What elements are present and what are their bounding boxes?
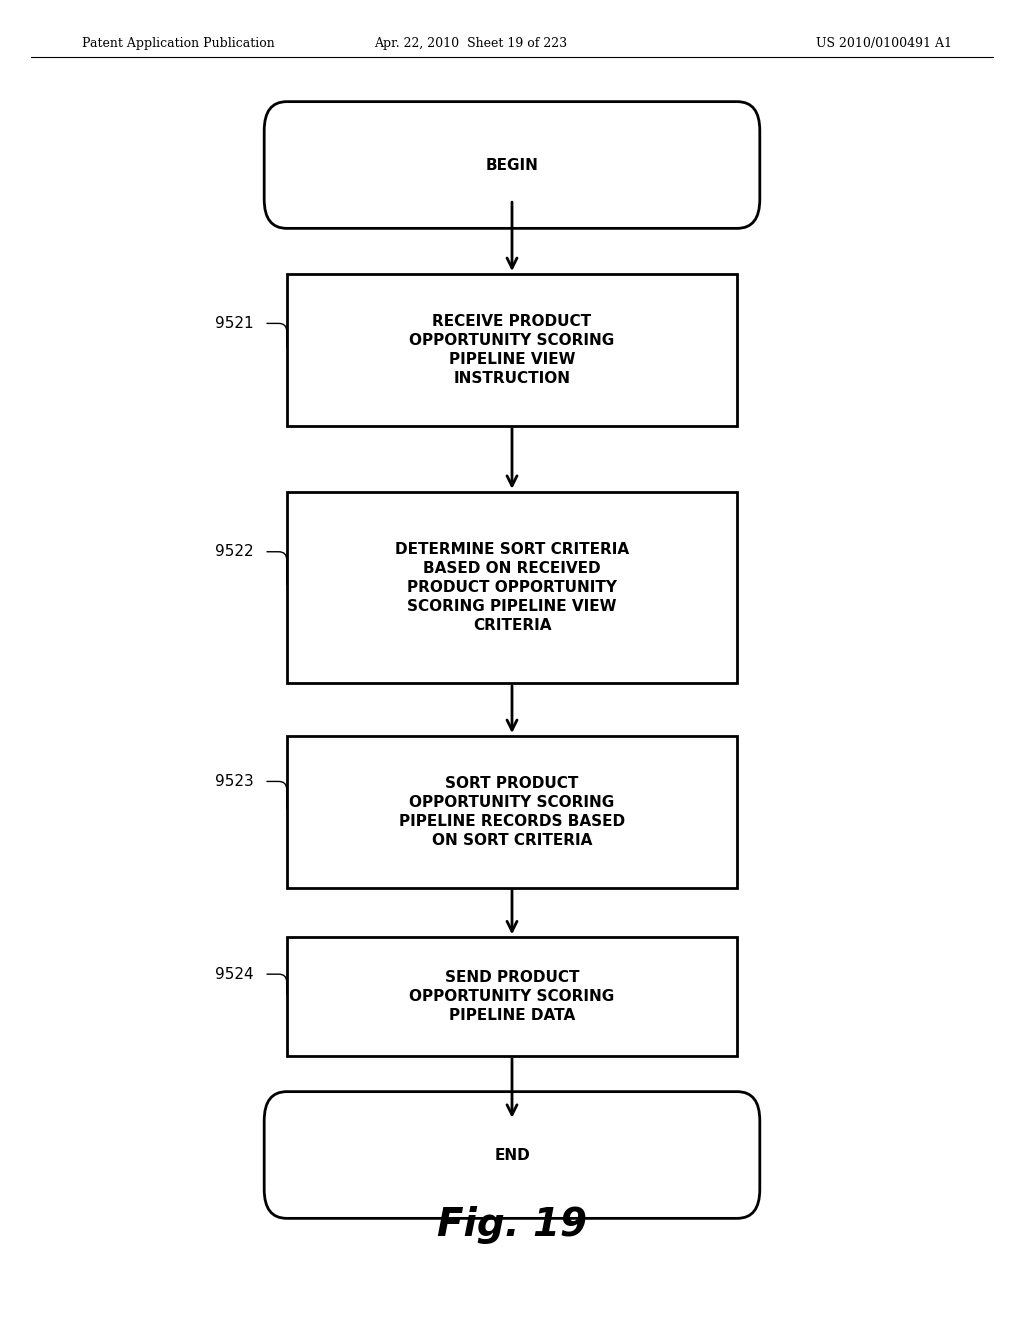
Text: END: END bbox=[495, 1147, 529, 1163]
FancyBboxPatch shape bbox=[264, 1092, 760, 1218]
FancyBboxPatch shape bbox=[287, 937, 737, 1056]
FancyBboxPatch shape bbox=[264, 102, 760, 228]
Text: 9522: 9522 bbox=[215, 544, 254, 560]
Text: SORT PRODUCT
OPPORTUNITY SCORING
PIPELINE RECORDS BASED
ON SORT CRITERIA: SORT PRODUCT OPPORTUNITY SCORING PIPELIN… bbox=[399, 776, 625, 849]
Text: 9524: 9524 bbox=[215, 966, 254, 982]
Text: 9523: 9523 bbox=[215, 774, 254, 789]
FancyBboxPatch shape bbox=[287, 737, 737, 887]
Text: Fig. 19: Fig. 19 bbox=[437, 1206, 587, 1243]
Text: Apr. 22, 2010  Sheet 19 of 223: Apr. 22, 2010 Sheet 19 of 223 bbox=[375, 37, 567, 50]
Text: 9521: 9521 bbox=[215, 315, 254, 331]
Text: US 2010/0100491 A1: US 2010/0100491 A1 bbox=[816, 37, 952, 50]
FancyBboxPatch shape bbox=[287, 491, 737, 682]
Text: SEND PRODUCT
OPPORTUNITY SCORING
PIPELINE DATA: SEND PRODUCT OPPORTUNITY SCORING PIPELIN… bbox=[410, 970, 614, 1023]
Text: RECEIVE PRODUCT
OPPORTUNITY SCORING
PIPELINE VIEW
INSTRUCTION: RECEIVE PRODUCT OPPORTUNITY SCORING PIPE… bbox=[410, 314, 614, 385]
FancyBboxPatch shape bbox=[287, 275, 737, 425]
Text: DETERMINE SORT CRITERIA
BASED ON RECEIVED
PRODUCT OPPORTUNITY
SCORING PIPELINE V: DETERMINE SORT CRITERIA BASED ON RECEIVE… bbox=[395, 541, 629, 634]
Text: Patent Application Publication: Patent Application Publication bbox=[82, 37, 274, 50]
Text: BEGIN: BEGIN bbox=[485, 157, 539, 173]
